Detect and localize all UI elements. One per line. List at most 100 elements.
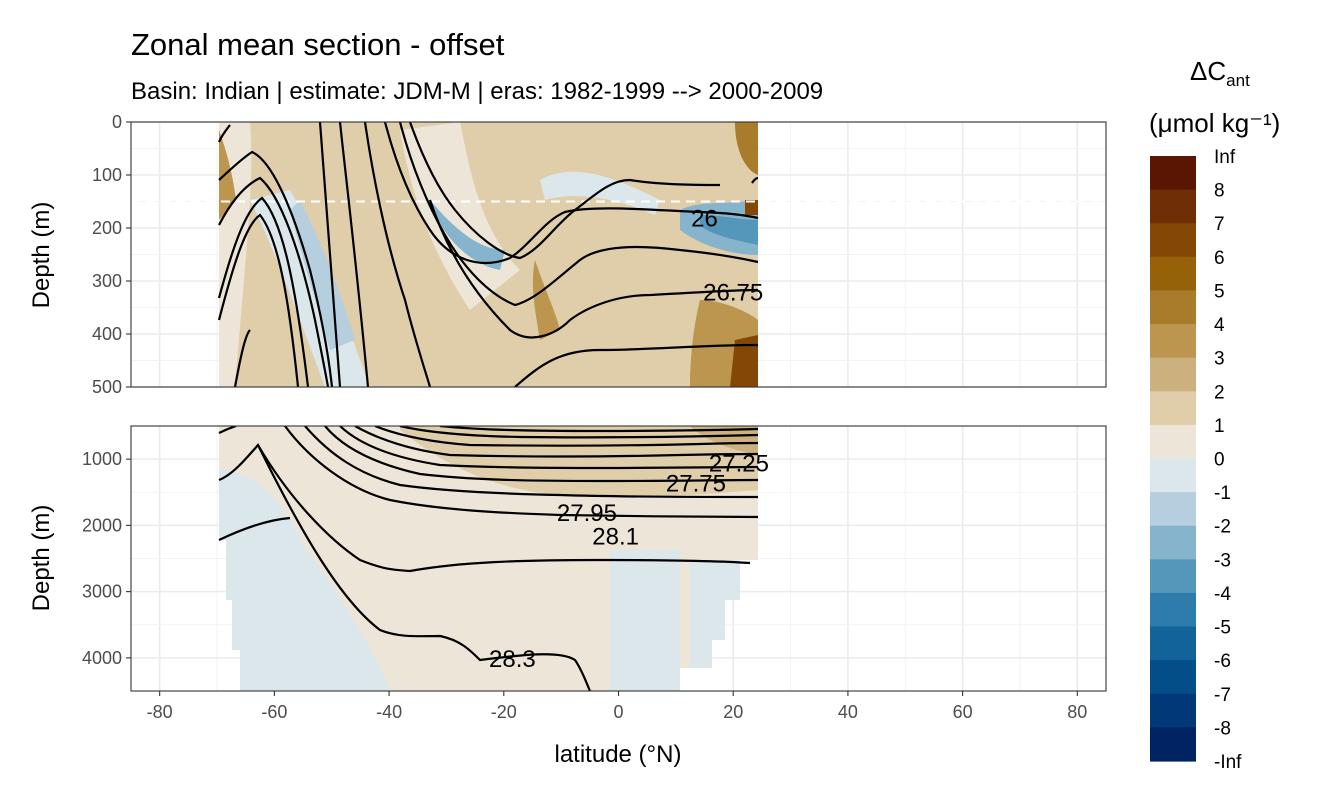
isopycnal-label: 27.75: [666, 470, 726, 497]
legend-label: 6: [1214, 248, 1225, 269]
legend-label: Inf: [1214, 147, 1236, 168]
upper-field-east-warm-top: [735, 122, 758, 175]
upper-panel-y-ticks: 0 100 200 300 400 500: [92, 112, 131, 397]
legend-label: 1: [1214, 416, 1225, 437]
legend-label: 3: [1214, 349, 1225, 370]
isopycnal-line: [318, 122, 342, 387]
legend-swatch: [1150, 290, 1196, 325]
isopycnal-label: 27.25: [709, 450, 769, 477]
upper-panel-field: [131, 122, 1106, 387]
y-axis-title-upper: Depth (m): [28, 202, 55, 309]
upper-field-warm-patch: [219, 130, 236, 220]
isopycnal-line: [304, 426, 759, 499]
isopycnal-line: [363, 122, 432, 387]
y-tick-label: 2000: [82, 515, 122, 535]
legend-label: -7: [1214, 685, 1231, 706]
legend-swatches: [1150, 156, 1196, 762]
upper-field-mid-cool: [540, 171, 660, 215]
upper-field-east-warm-spot: [745, 200, 758, 215]
isopycnal-label: 27.95: [557, 500, 617, 527]
legend-label: -2: [1214, 517, 1231, 538]
upper-panel: 0 100 200 300 400 500 26 26.75: [92, 112, 1107, 397]
isopycnal-line: [257, 444, 592, 691]
x-tick-label: 80: [1067, 702, 1087, 722]
isopycnal-line: [399, 426, 759, 439]
x-tick-label: -60: [261, 702, 287, 722]
y-tick-label: 200: [92, 218, 122, 238]
legend-swatch: [1150, 391, 1196, 426]
upper-isopycnals: [217, 122, 759, 387]
lower-field-east-warm: [690, 426, 758, 455]
x-tick-label: 60: [953, 702, 973, 722]
isopycnal-line: [751, 176, 759, 184]
legend-label: 2: [1214, 382, 1225, 403]
legend-swatch: [1150, 693, 1196, 728]
legend-label: 0: [1214, 450, 1225, 471]
legend-swatch: [1150, 189, 1196, 224]
y-tick-label: 400: [92, 324, 122, 344]
legend-title-main: ΔC: [1190, 56, 1226, 86]
isopycnal-line: [217, 124, 231, 143]
isopycnal-line: [354, 426, 759, 458]
lower-panel-y-ticks: 1000 2000 3000 4000: [82, 449, 131, 668]
legend-label: -5: [1214, 618, 1231, 639]
lower-field-east-cool: [690, 560, 740, 668]
y-tick-label: 500: [92, 377, 122, 397]
upper-field-mid-warm: [532, 260, 560, 340]
legend-swatch: [1150, 458, 1196, 493]
legend-swatch: [1150, 156, 1196, 191]
legend-swatch: [1150, 223, 1196, 258]
legend-swatch: [1150, 660, 1196, 695]
legend-swatch: [1150, 424, 1196, 460]
upper-field-cool-core: [290, 200, 355, 350]
legend-label: 7: [1214, 214, 1225, 235]
lower-panel-field: [218, 426, 759, 691]
x-axis-title: latitude (°N): [555, 741, 682, 768]
isopycnal-line: [218, 176, 330, 387]
upper-field-east-cool-core: [700, 215, 758, 245]
legend-swatch: [1150, 559, 1196, 594]
isopycnal-line: [218, 150, 334, 387]
isopycnal-line: [324, 426, 759, 483]
legend-label: -3: [1214, 550, 1231, 571]
x-tick-label: 20: [723, 702, 743, 722]
legend-swatch: [1150, 592, 1196, 628]
lower-field-south-pale: [300, 480, 415, 691]
y-axis-title-lower: Depth (m): [28, 505, 55, 612]
legend-swatch: [1150, 626, 1196, 661]
legend-title-sub: ant: [1226, 71, 1250, 90]
isopycnal-line: [439, 426, 759, 433]
x-axis: -80 -60 -40 -20 0 20 40 60 80: [147, 691, 1087, 722]
x-tick-label: -40: [376, 702, 402, 722]
y-tick-label: 300: [92, 271, 122, 291]
legend-label: 4: [1214, 315, 1225, 336]
x-tick-label: 40: [838, 702, 858, 722]
isopycnal-line: [233, 329, 251, 387]
legend-swatch: [1150, 324, 1196, 359]
isopycnal-label: 26: [691, 205, 718, 232]
upper-panel-border: [130, 121, 1107, 388]
x-tick-label: -80: [147, 702, 173, 722]
isopycnal-label: 26.75: [703, 280, 763, 307]
legend-title: ΔCant: [1190, 56, 1250, 90]
legend-swatch: [1150, 357, 1196, 392]
x-tick-label: -20: [491, 702, 517, 722]
legend-swatch: [1150, 525, 1196, 560]
chart-title: Zonal mean section - offset: [131, 27, 505, 62]
x-tick-label: 0: [613, 702, 623, 722]
isopycnal-label: 28.1: [592, 523, 639, 550]
upper-field-blue-lens: [430, 200, 505, 270]
isopycnal-line: [398, 122, 759, 307]
isopycnal-line: [383, 122, 759, 265]
color-legend: ΔCant (μmol kg⁻¹) Inf 8 7 6 5 4 3 2 1 0 -1 -2 -3 -4 -5…: [1149, 56, 1280, 773]
legend-label: -Inf: [1214, 752, 1242, 773]
legend-label: -4: [1214, 584, 1231, 605]
legend-label: -6: [1214, 651, 1231, 672]
isopycnal-line: [408, 122, 721, 260]
y-tick-label: 3000: [82, 582, 122, 602]
isopycnal-line: [217, 213, 300, 387]
isopycnal-line: [218, 516, 291, 541]
legend-label: 8: [1214, 181, 1225, 202]
